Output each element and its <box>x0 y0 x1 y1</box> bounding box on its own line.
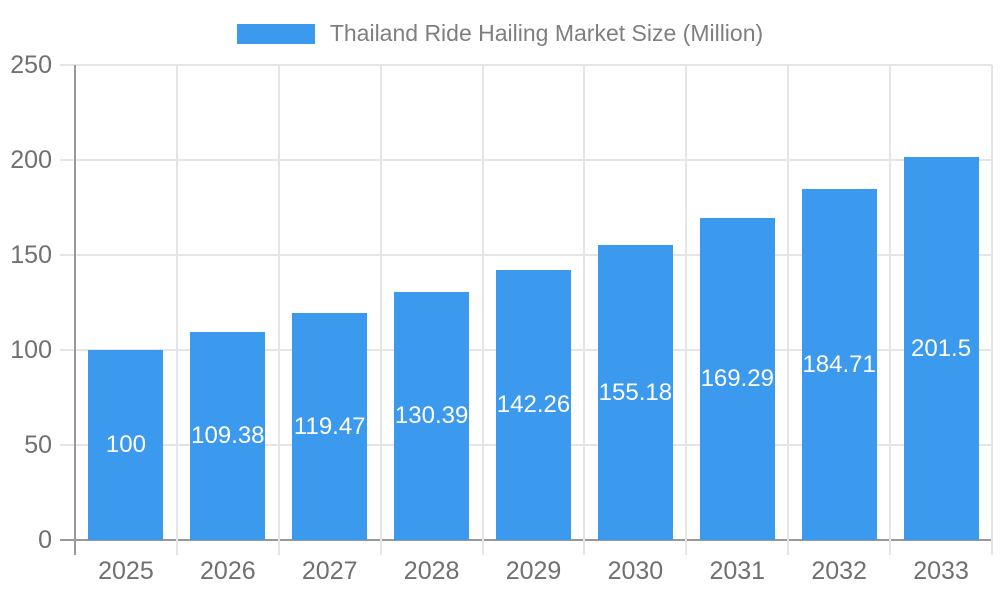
x-gridline <box>583 65 586 555</box>
x-tick-label: 2031 <box>709 557 766 585</box>
legend-swatch <box>236 23 315 44</box>
y-gridline <box>60 64 992 66</box>
x-gridline <box>277 65 280 555</box>
x-tick-label: 2025 <box>98 557 154 585</box>
bar-value-label: 184.71 <box>802 350 876 378</box>
x-tick-label: 2030 <box>607 557 664 585</box>
bar-2026[interactable] <box>190 332 266 540</box>
x-tick-label: 2032 <box>811 557 867 585</box>
bar-value-label: 169.29 <box>700 365 774 393</box>
bar-value-label: 155.18 <box>598 378 673 406</box>
bar-2025[interactable] <box>88 350 164 540</box>
x-tick-label: 2029 <box>505 557 562 585</box>
bar-value-label: 100 <box>105 431 146 458</box>
y-tick-label: 200 <box>10 146 52 174</box>
bar-2028[interactable] <box>394 292 470 540</box>
bar-value-label: 109.38 <box>191 422 265 450</box>
bar-value-label: 142.26 <box>496 390 571 418</box>
y-gridline <box>60 254 992 256</box>
x-gridline <box>685 65 688 555</box>
x-tick-label: 2027 <box>301 557 358 585</box>
y-tick-label: 100 <box>10 336 52 364</box>
bar-2032[interactable] <box>801 189 877 540</box>
bar-value-label: 130.39 <box>394 402 469 430</box>
y-tick-label: 150 <box>10 241 52 269</box>
x-gridline <box>787 65 790 555</box>
x-tick-label: 2026 <box>200 557 256 585</box>
x-gridline <box>481 65 484 555</box>
x-axis-line <box>60 539 992 541</box>
bar-2031[interactable] <box>699 218 775 540</box>
legend-label: Thailand Ride Hailing Market Size (Milli… <box>329 20 764 46</box>
y-tick-label: 50 <box>24 431 52 459</box>
y-tick-label: 250 <box>10 51 52 79</box>
x-tick-label: 2028 <box>403 557 460 585</box>
x-gridline <box>991 65 993 555</box>
bar-2030[interactable] <box>597 245 673 540</box>
x-gridline <box>889 65 892 555</box>
x-gridline <box>175 65 178 555</box>
bar-2029[interactable] <box>496 269 571 540</box>
bar-2033[interactable] <box>903 157 979 540</box>
x-gridline <box>379 65 382 555</box>
x-tick-label: 2033 <box>913 557 969 585</box>
legend[interactable]: Thailand Ride Hailing Market Size (Milli… <box>0 22 1000 45</box>
y-tick-label: 0 <box>38 526 52 554</box>
y-axis-line <box>74 65 76 555</box>
y-gridline <box>60 159 992 161</box>
bar-value-label: 119.47 <box>293 412 366 440</box>
bar-value-label: 201.5 <box>911 334 972 362</box>
bar-2027[interactable] <box>292 313 368 540</box>
